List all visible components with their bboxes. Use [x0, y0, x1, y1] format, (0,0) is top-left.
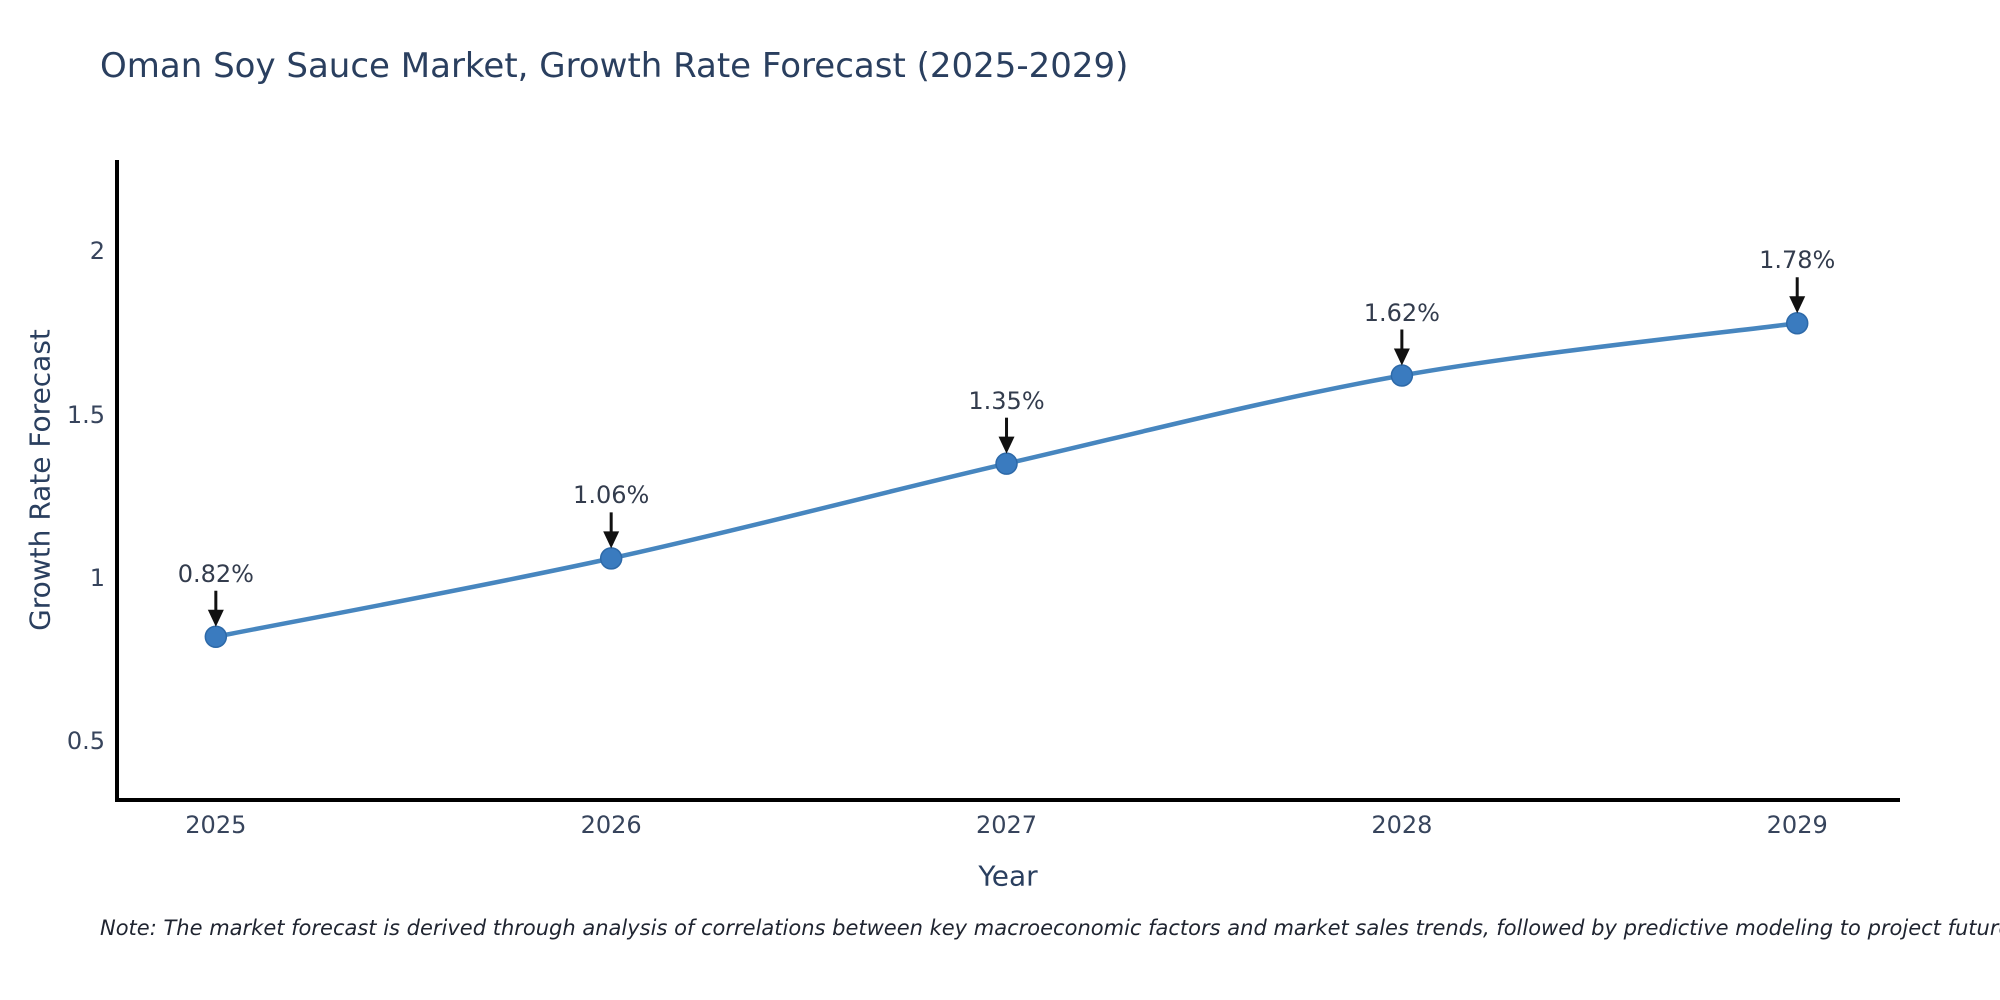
annotation-arrow-head — [207, 609, 224, 627]
x-tick-label: 2029 — [1766, 811, 1828, 839]
annotation-arrow-head — [603, 531, 620, 549]
point-value-label: 1.06% — [573, 481, 650, 510]
point-value-label: 0.82% — [177, 559, 254, 588]
annotation-arrow-head — [998, 436, 1015, 454]
chart-title: Oman Soy Sauce Market, Growth Rate Forec… — [100, 46, 1129, 86]
x-tick-label: 2025 — [185, 811, 247, 839]
point-value-label: 1.78% — [1759, 246, 1836, 275]
point-value-label: 1.62% — [1363, 298, 1440, 327]
point-value-label: 1.35% — [968, 386, 1045, 415]
data-point-marker — [995, 452, 1018, 475]
data-point-marker — [1390, 364, 1414, 387]
x-tick-label: 2026 — [580, 811, 642, 839]
data-point-marker — [1785, 312, 1809, 335]
x-axis-title: Year — [978, 859, 1038, 893]
x-tick-label: 2028 — [1371, 811, 1433, 839]
y-tick-label: 1 — [89, 563, 105, 592]
annotation-arrow-head — [1789, 296, 1806, 314]
y-tick-label: 1.5 — [66, 400, 105, 429]
y-tick-label: 0.5 — [66, 727, 105, 756]
y-tick-label: 2 — [89, 237, 105, 266]
axis-spines — [115, 160, 1900, 802]
forecast-line — [213, 321, 1800, 639]
footnote: Note: The market forecast is derived thr… — [100, 916, 2000, 940]
data-point-marker — [204, 625, 228, 648]
annotation-arrow-head — [1393, 348, 1410, 366]
data-point-marker — [599, 547, 623, 570]
x-tick-label: 2027 — [975, 811, 1038, 839]
